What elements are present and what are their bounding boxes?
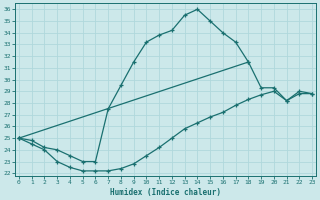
- X-axis label: Humidex (Indice chaleur): Humidex (Indice chaleur): [110, 188, 221, 197]
